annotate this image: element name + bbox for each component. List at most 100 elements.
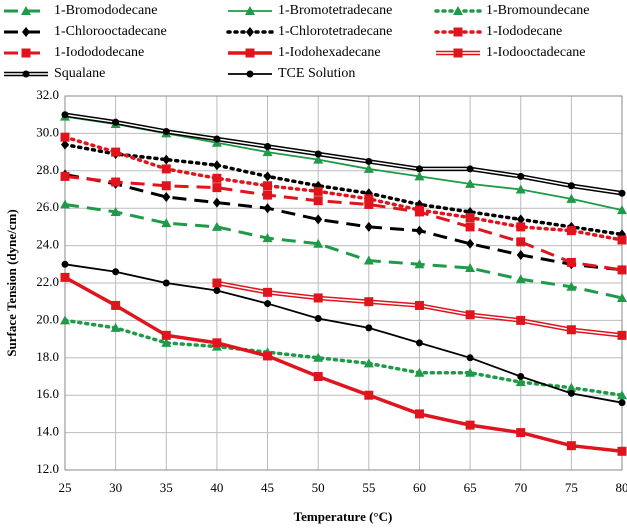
point [567,182,575,190]
point [161,337,172,347]
point [211,221,222,231]
point [465,222,475,232]
point [313,238,324,248]
series-line [64,173,623,272]
point [465,367,476,377]
y-tick-label: 12.0 [36,461,59,476]
x-tick-label: 25 [59,480,72,495]
y-tick-label: 32.0 [36,87,59,102]
point [161,330,171,340]
point [263,190,273,200]
series-line [64,174,623,272]
point [22,70,30,78]
x-tick-label: 75 [565,480,578,495]
point [516,249,525,260]
point [263,351,273,361]
point [414,409,424,419]
point [516,315,526,325]
plot-frame [64,95,623,471]
point [111,147,121,157]
legend-label: 1-Bromoundecane [486,3,589,18]
point [246,70,254,78]
series-line [64,113,623,194]
point [516,222,526,232]
series-line [63,135,624,242]
point [314,214,323,225]
x-tick-label: 60 [413,480,426,495]
point [516,428,526,438]
point [263,287,273,297]
point [262,147,273,157]
x-tick-label: 70 [514,480,527,495]
point [515,184,526,194]
point [263,181,273,191]
point [453,27,463,37]
point [364,199,374,209]
point [363,358,374,368]
point [212,160,221,171]
point [313,196,323,206]
series-line [63,142,624,237]
point [617,265,627,275]
y-tick-label: 30.0 [36,124,59,139]
point [517,373,525,380]
point [414,207,424,217]
point [60,171,70,181]
series-line [64,275,623,454]
point [112,118,120,126]
point [61,111,69,119]
legend-label: 1-Iodohexadecane [278,45,381,60]
point [415,339,423,347]
point [453,48,463,58]
legend-label: 1-Bromododecane [54,3,157,18]
point [212,278,222,288]
point [245,6,255,15]
point [264,300,272,308]
point [212,183,222,193]
point [263,203,272,214]
point [212,338,222,348]
series-line [64,112,623,196]
point [465,263,476,273]
x-tick-label: 45 [261,480,274,495]
point [566,382,577,392]
legend-label: 1-Iodododecane [54,45,144,60]
point [21,48,31,58]
point [112,268,120,276]
y-tick-label: 24.0 [36,237,59,252]
point [245,48,255,58]
x-tick-label: 50 [312,480,325,495]
point [566,281,577,291]
point [617,390,627,400]
point [566,325,576,335]
point [162,128,170,136]
point [313,186,323,196]
point [363,255,374,265]
point [566,226,576,236]
series-line [64,263,623,404]
point [364,194,374,204]
point [161,164,171,174]
point [111,177,121,187]
legend-label: 1-Chlorotetradecane [278,24,392,39]
y-tick-label: 22.0 [36,274,59,289]
point [617,205,627,215]
point [110,322,121,332]
point [414,300,424,310]
point [567,389,575,397]
point [465,420,475,430]
y-tick-label: 16.0 [36,386,59,401]
point [617,292,627,302]
point [364,221,373,232]
point [213,286,221,294]
point [618,189,626,197]
x-tick-label: 35 [160,480,173,495]
point [566,193,577,203]
point [364,390,374,400]
legend-label: 1-Iodooctadecane [486,45,586,60]
point [313,293,323,303]
point [313,154,324,164]
point [262,233,273,243]
y-tick-label: 14.0 [36,424,59,439]
